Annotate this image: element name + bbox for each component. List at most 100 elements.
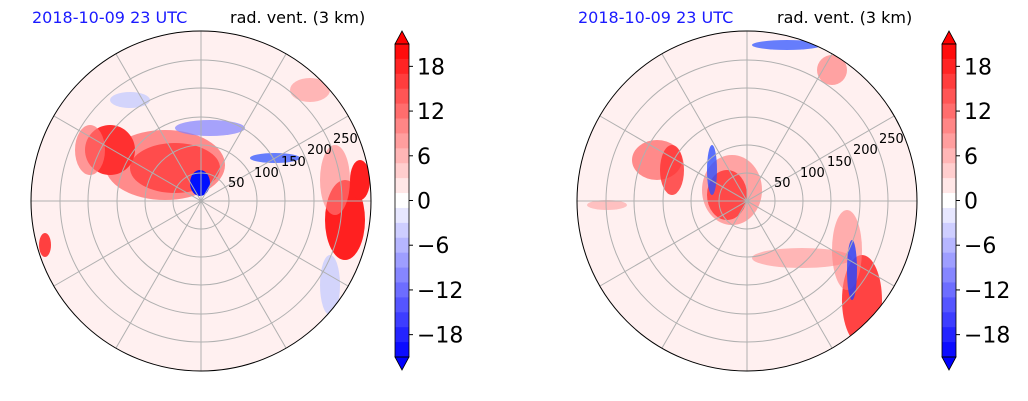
colorbar-band xyxy=(942,88,956,105)
colorbar-band xyxy=(942,342,956,358)
colorbar-tick-label: 6 xyxy=(964,145,978,170)
colorbar-tick-label: −18 xyxy=(964,324,1010,349)
colorbar-band xyxy=(942,312,956,328)
colorbar-band xyxy=(395,193,409,209)
polar-panel-left: 2018-10-09 23 UTC rad. vent. (3 km) xyxy=(30,8,463,372)
positive-edge-east xyxy=(350,160,370,200)
colorbar-band xyxy=(395,118,409,134)
colorbar-extend-max xyxy=(941,30,957,45)
colorbar-extend-min xyxy=(394,356,410,371)
colorbar-band xyxy=(942,133,956,149)
colorbar-band xyxy=(942,58,956,75)
radial-tick-label: 250 xyxy=(333,132,358,147)
colorbar-band xyxy=(942,73,956,90)
polar-grid-right xyxy=(577,31,917,371)
colorbar-band xyxy=(395,222,409,239)
colorbar-tick-label: 12 xyxy=(417,100,445,125)
panel-date-title: 2018-10-09 23 UTC xyxy=(578,8,734,27)
negative-band-northwest xyxy=(110,92,150,108)
radial-tick-labels-right: 50 100 150 200 250 xyxy=(774,132,904,191)
colorbar-tick-label: −6 xyxy=(964,234,996,259)
colorbar-band xyxy=(942,237,956,254)
radial-tick-label: 200 xyxy=(853,143,878,158)
radial-tick-label: 100 xyxy=(800,166,825,181)
radial-tick-label: 100 xyxy=(254,166,279,181)
colorbar-band xyxy=(395,297,409,313)
negative-band-southeast xyxy=(847,240,857,300)
colorbar-tick-label: −6 xyxy=(417,234,449,259)
positive-core-west xyxy=(660,145,684,195)
panel-date-title: 2018-10-09 23 UTC xyxy=(32,8,188,27)
colorbar-tick-label: 18 xyxy=(964,55,992,80)
colorbar-band xyxy=(942,193,956,209)
colorbar-band xyxy=(395,103,409,120)
colorbar-tick-label: −18 xyxy=(417,324,463,349)
colorbar-band xyxy=(942,103,956,120)
panel-variable-title: rad. vent. (3 km) xyxy=(230,8,366,27)
colorbar-tick-label: 0 xyxy=(964,190,978,215)
negative-band-center xyxy=(707,145,717,195)
colorbar-band xyxy=(942,178,956,194)
positive-band-southeast xyxy=(832,210,862,290)
colorbar-extend-max xyxy=(394,30,410,45)
colorbar-band xyxy=(395,342,409,358)
radial-tick-label: 250 xyxy=(879,132,904,147)
azimuth-line xyxy=(115,53,287,349)
azimuth-line xyxy=(661,53,833,349)
colorbar-band xyxy=(395,327,409,343)
colorbar-band xyxy=(942,222,956,239)
polar-panel-right: 2018-10-09 23 UTC rad. vent. (3 km) xyxy=(547,0,1028,401)
colorbar-band xyxy=(942,327,956,343)
panel-variable-title: rad. vent. (3 km) xyxy=(777,8,913,27)
radial-tick-label: 200 xyxy=(307,143,332,158)
radial-tick-labels-left: 50 100 150 200 250 xyxy=(228,132,358,191)
colorbar-band xyxy=(942,148,956,164)
colorbar-band xyxy=(395,58,409,75)
colorbar-band xyxy=(942,297,956,313)
negative-band-north xyxy=(175,120,245,136)
radial-tick-label: 150 xyxy=(827,155,852,170)
colorbar-band xyxy=(395,282,409,298)
colorbar-band xyxy=(942,207,956,224)
colorbar-tick-label: 18 xyxy=(417,55,445,80)
polar-grid-left xyxy=(31,31,371,371)
colorbar-tick-label: 12 xyxy=(964,100,992,125)
plot-boundary xyxy=(576,30,918,372)
positive-band-east xyxy=(320,145,350,215)
colorbar-left: 18 12 6 0 −6 −12 −18 xyxy=(394,30,463,371)
positive-band-west xyxy=(75,125,105,175)
colorbar-band xyxy=(395,252,409,269)
negative-band-southeast xyxy=(320,255,340,315)
colorbar-band xyxy=(942,118,956,134)
positive-band-northeast xyxy=(290,78,330,102)
radial-tick-label: 150 xyxy=(281,155,306,170)
polar-plot-left: 50 100 150 200 250 18 12 6 0 −6 −12 −18 xyxy=(30,30,463,372)
polar-plot-right: 50 100 150 200 250 18 12 6 0 −6 −12 −18 xyxy=(576,30,1010,372)
colorbar-band xyxy=(395,44,409,60)
positive-edge-west xyxy=(39,233,51,257)
colorbar-band xyxy=(395,148,409,164)
colorbar-band xyxy=(395,73,409,90)
colorbar-tick-label: −12 xyxy=(417,279,463,304)
colorbar-band xyxy=(942,282,956,298)
radial-tick-label: 50 xyxy=(774,176,791,191)
plot-boundary xyxy=(30,30,372,372)
colorbar-right: 18 12 6 0 −6 −12 −18 xyxy=(941,30,1010,371)
colorbar-band xyxy=(942,267,956,283)
colorbar-band xyxy=(942,163,956,179)
colorbar-band xyxy=(395,312,409,328)
colorbar-band xyxy=(395,133,409,149)
colorbar-band xyxy=(942,252,956,269)
colorbar-band xyxy=(395,267,409,283)
colorbar-band xyxy=(395,88,409,105)
colorbar-extend-min xyxy=(941,356,957,371)
colorbar-tick-label: 6 xyxy=(417,145,431,170)
negative-band-north xyxy=(752,40,822,50)
colorbar-tick-label: −12 xyxy=(964,279,1010,304)
colorbar-band xyxy=(942,44,956,60)
colorbar-band xyxy=(395,163,409,179)
radial-tick-label: 50 xyxy=(228,176,245,191)
colorbar-band xyxy=(395,237,409,254)
positive-band-northeast xyxy=(817,55,847,85)
negative-core xyxy=(190,170,210,196)
